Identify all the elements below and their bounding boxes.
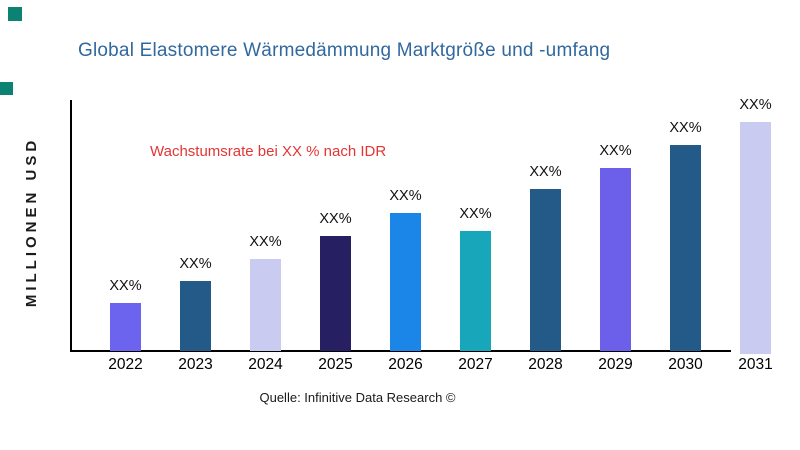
bar-chart: XX% 2022 XX% 2023 XX% 2024 XX% 2025 XX% 2026 XX% 20…: [70, 97, 790, 390]
x-tick-label-2028: 2028: [528, 356, 563, 373]
bar-2023: [180, 281, 211, 351]
growth-rate-annotation: Wachstumsrate bei XX % nach IDR: [150, 143, 387, 160]
bar-2027: [460, 231, 491, 351]
bar-value-label-2024: XX%: [249, 234, 282, 250]
bar-2025: [320, 236, 351, 351]
source-attribution: Quelle: Infinitive Data Research ©: [259, 390, 456, 405]
bar-2024: [250, 259, 281, 351]
y-axis-label: MILLIONEN USD: [23, 136, 40, 308]
accent-square-left-edge: [0, 82, 13, 95]
x-tick-label-2029: 2029: [598, 356, 633, 373]
bar-value-label-2030: XX%: [669, 120, 702, 136]
chart-title: Global Elastomere Wärmedämmung Marktgröß…: [78, 40, 611, 61]
x-tick-label-2024: 2024: [248, 356, 283, 373]
x-axis-line: [70, 350, 731, 352]
x-tick-label-2026: 2026: [388, 356, 423, 373]
bar-2028: [530, 189, 561, 351]
bar-value-label-2023: XX%: [179, 256, 212, 272]
bar-value-label-2031: XX%: [739, 97, 772, 113]
accent-square-top-left: [8, 7, 22, 21]
x-tick-label-2030: 2030: [668, 356, 703, 373]
bar-2030: [670, 145, 701, 351]
bar-2022: [110, 303, 141, 351]
x-tick-label-2023: 2023: [178, 356, 213, 373]
bar-2026: [390, 213, 421, 351]
y-axis-line: [70, 100, 72, 352]
bar-value-label-2022: XX%: [109, 278, 142, 294]
x-tick-label-2031: 2031: [738, 356, 773, 373]
bar-value-label-2028: XX%: [529, 164, 562, 180]
bar-2029: [600, 168, 631, 351]
x-tick-label-2027: 2027: [458, 356, 493, 373]
bar-value-label-2026: XX%: [389, 188, 422, 204]
x-tick-label-2022: 2022: [108, 356, 143, 373]
bar-value-label-2027: XX%: [459, 206, 492, 222]
x-tick-label-2025: 2025: [318, 356, 353, 373]
bar-2031: [740, 122, 771, 354]
bar-value-label-2029: XX%: [599, 143, 632, 159]
bar-value-label-2025: XX%: [319, 211, 352, 227]
